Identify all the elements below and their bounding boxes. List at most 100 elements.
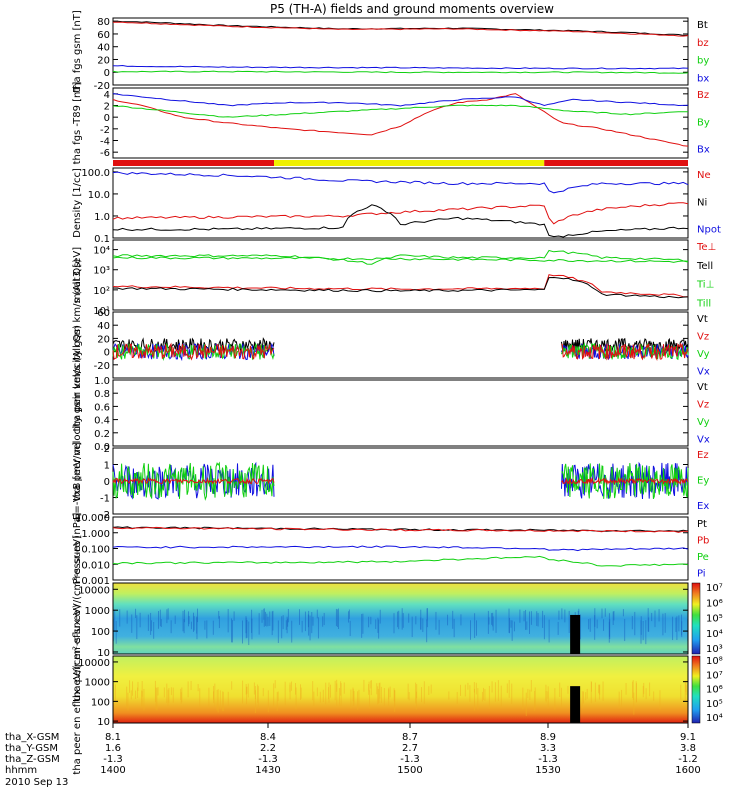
colorbar (691, 582, 701, 655)
y-tick-label: 4 (104, 90, 110, 101)
legend-label: Vy (697, 417, 710, 428)
panel-frame (112, 311, 689, 379)
legend-label: Ne (697, 170, 711, 181)
y-tick-label: 10.000 (75, 513, 110, 524)
y-tick-label: 2 (104, 444, 110, 455)
y-axis-label: Pressure [nPa] (72, 513, 83, 585)
panel-temp: 10⁴ 10³ 10² 10¹ moat3 [eV] Te⊥ Tell Ti⊥ Till (72, 239, 716, 317)
y-tick-label: 60 (97, 308, 110, 319)
ephemeris-value: 8.7 (402, 732, 418, 743)
ephemeris-value: 8.9 (540, 732, 556, 743)
ephemeris-label: hhmm (5, 765, 37, 776)
y-tick-label: 10¹ (93, 306, 110, 317)
panel-peer_vel: 1.0 0.8 0.6 0.4 0.2 0.0 tha peer velocity gsm … (72, 325, 710, 501)
legend-label: Ey (697, 475, 709, 486)
legend-label: Pt (697, 519, 707, 530)
y-tick-label: 10³ (93, 266, 110, 277)
y-tick-label: 1 (104, 461, 110, 472)
y-axis-label: Density [1/cc] (72, 168, 83, 238)
series-line-Ne (112, 202, 689, 225)
y-tick-label: -6 (100, 148, 110, 159)
legend-label: Vy (697, 349, 710, 360)
noisy-trace (561, 342, 689, 362)
ephemeris-value: 3.8 (680, 743, 696, 754)
y-axis-label: E=-VxB [mV/m] (72, 442, 83, 520)
y-tick-label: 0.010 (81, 560, 110, 571)
spectrogram-image (113, 583, 688, 654)
spectrogram-image (113, 656, 688, 723)
legend-label: bz (697, 38, 709, 49)
series-line-Ti⊥ (112, 249, 689, 265)
y-tick-label: 0 (104, 348, 110, 359)
series-line-Pb (112, 526, 689, 533)
y-tick-label: 0.4 (94, 416, 110, 427)
panel-frame (112, 239, 689, 311)
y-tick-label: -4 (100, 137, 110, 148)
colorbar-tick-label: 10⁴ (706, 713, 723, 724)
legend-label: Ti⊥ (696, 280, 714, 291)
noisy-trace (112, 461, 275, 501)
y-tick-label: -20 (94, 361, 110, 372)
ephemeris-value: 3.3 (540, 743, 556, 754)
series-line-Pe (112, 555, 689, 567)
y-tick-label: 60 (97, 30, 110, 41)
panel-frame (112, 582, 689, 655)
y-tick-label: 2 (104, 102, 110, 113)
plot-title: P5 (TH-A) fields and ground moments over… (270, 2, 554, 16)
ephemeris-value: 1400 (100, 765, 125, 776)
y-tick-label: 0 (104, 68, 110, 79)
legend-label: Ex (697, 501, 709, 512)
legend-label: Te⊥ (696, 242, 716, 253)
series-line-Bz (112, 93, 689, 147)
legend-label: Pe (697, 552, 709, 563)
legend-label: Vx (697, 367, 710, 378)
legend-label: Ez (697, 450, 709, 461)
colorbar-tick-label: 10⁶ (706, 598, 723, 609)
y-tick-label: 1000 (85, 606, 110, 617)
panel-frame (112, 655, 689, 724)
y-tick-label: 1.0 (94, 212, 110, 223)
legend-label: Bt (697, 20, 708, 31)
y-tick-label: -2 (100, 125, 110, 136)
series-line-By (112, 104, 688, 118)
legend-label: Vt (697, 314, 708, 325)
ephemeris-value: -1.3 (400, 754, 420, 765)
y-tick-label: 40 (97, 43, 110, 54)
ephemeris-value: 2.2 (260, 743, 276, 754)
y-tick-label: 10 (97, 717, 110, 728)
legend-label: Bz (697, 90, 709, 101)
y-axis-label: tha fgs gsm [nT] (72, 10, 83, 93)
legend-label: Vx (697, 435, 710, 446)
panel-frame (112, 379, 689, 447)
ephemeris-label: tha_Z-GSM (5, 754, 60, 765)
y-tick-label: 10000 (78, 585, 110, 596)
ephemeris-value: 9.1 (680, 732, 696, 743)
series-line-Ni (112, 204, 689, 238)
ephemeris-value: -1.3 (538, 754, 558, 765)
y-axis-label: moat3 [eV] (72, 247, 83, 303)
date-label: 2010 Sep 13 (5, 777, 68, 788)
y-tick-label: 100.0 (81, 168, 110, 179)
panel-frame (112, 87, 689, 159)
panel-efield: 2 1 0 -1 -2 E=-VxB [mV/m] Ez Ey Ex (72, 442, 709, 521)
y-axis-label: tha peer velocity gsm km/s (All Qs) (72, 325, 83, 501)
legend-label: Vz (697, 400, 709, 411)
legend-label: Vt (697, 382, 708, 393)
y-tick-label: -2 (100, 510, 110, 521)
colorbar (691, 655, 701, 724)
series-line-bx (112, 64, 689, 70)
ephemeris-value: 8.4 (260, 732, 276, 743)
series-line-Bx (112, 93, 689, 107)
data-gap (570, 614, 581, 654)
legend-label: Pi (697, 569, 706, 580)
legend-label: Till (696, 298, 711, 309)
y-tick-label: 0 (104, 477, 110, 488)
ephemeris-value: 1530 (535, 765, 560, 776)
colorbar-tick-label: 10⁷ (706, 583, 723, 594)
noisy-trace (112, 477, 275, 485)
legend-label: Ni (697, 197, 707, 208)
noisy-trace (561, 463, 689, 499)
y-axis-label: tha peir velocity gsm km/s (All Qs) (72, 259, 83, 432)
ephemeris-value: 8.1 (105, 732, 121, 743)
colorbar-tick-label: 10⁴ (706, 629, 723, 640)
